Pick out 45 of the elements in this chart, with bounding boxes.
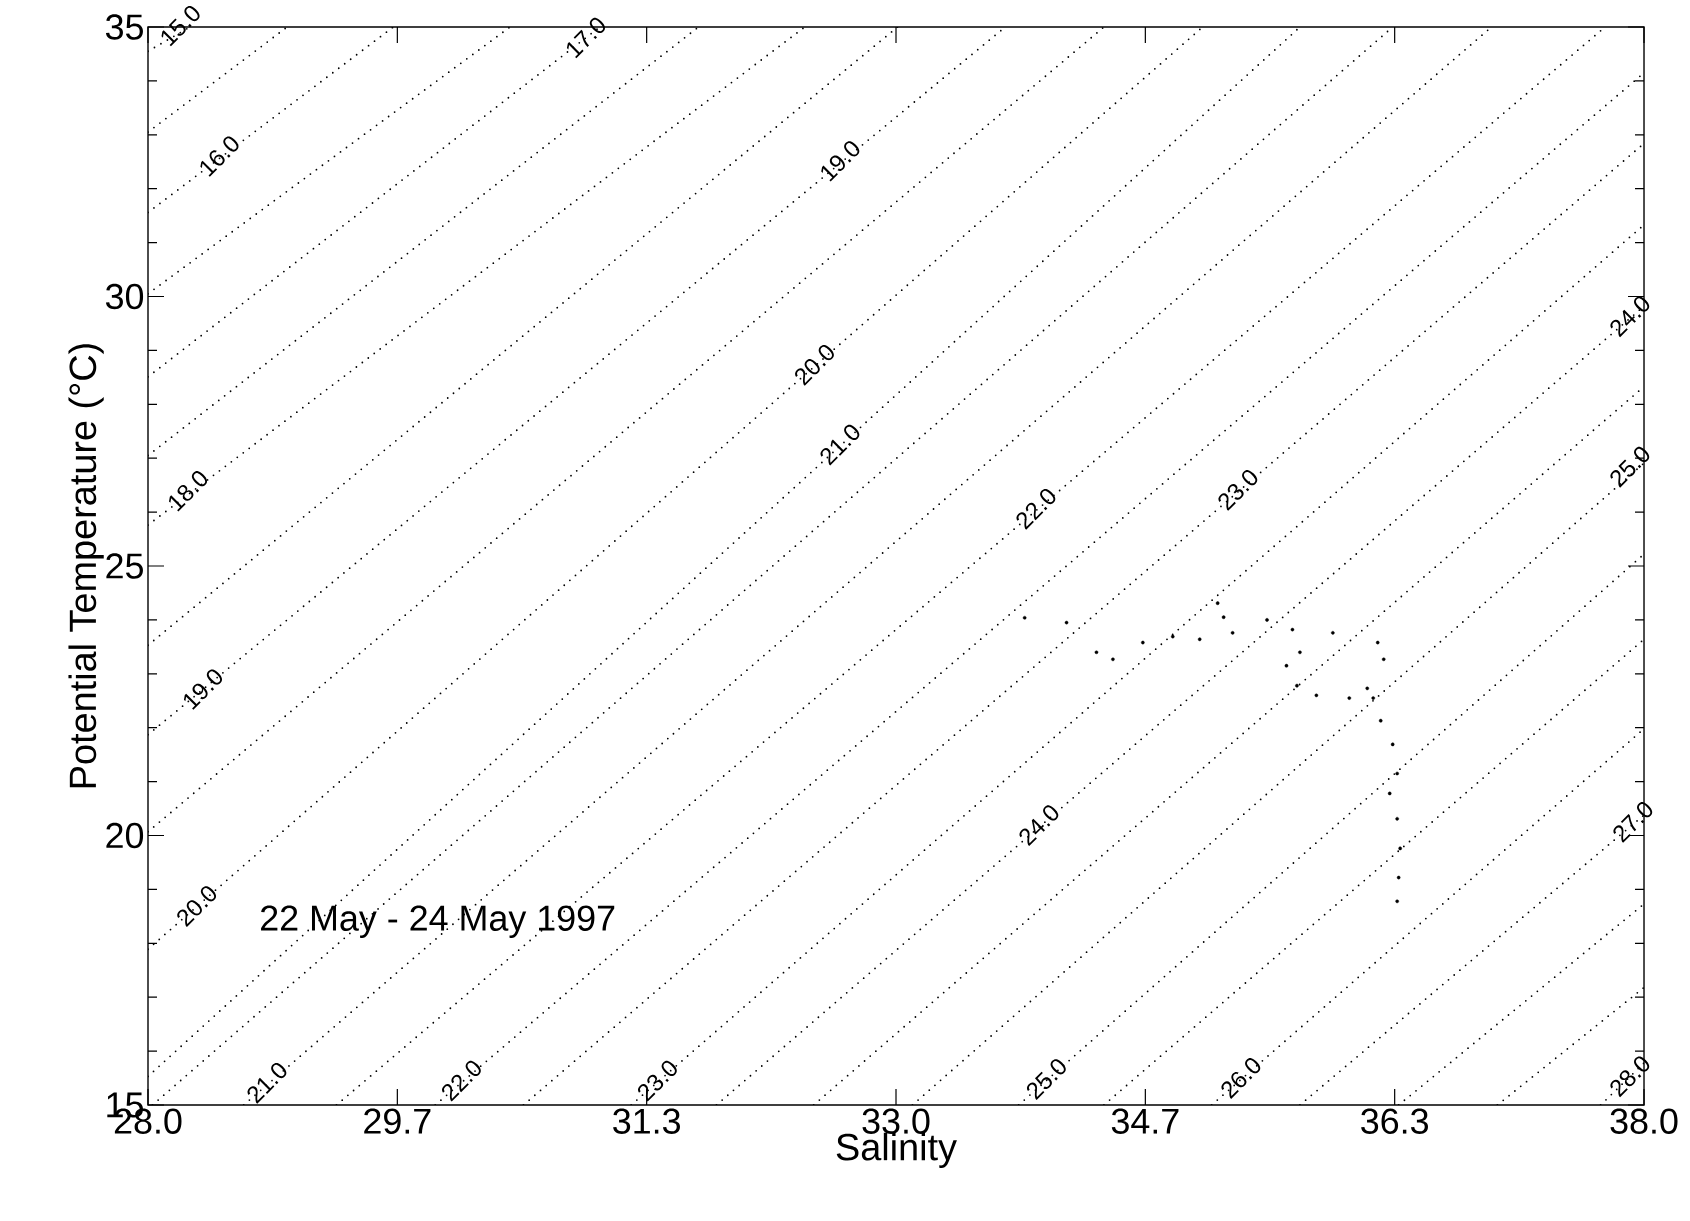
x-tick-label: 33.0	[862, 1108, 930, 1134]
point	[1141, 640, 1145, 645]
point	[1022, 615, 1027, 620]
x-tick-label: 38.0	[1610, 1108, 1678, 1134]
x-tick-label: 31.3	[613, 1108, 680, 1134]
point	[1378, 718, 1383, 723]
x-tick-label: 34.7	[1111, 1108, 1179, 1134]
annotation: 15.0	[161, 5, 200, 47]
point	[1265, 618, 1269, 622]
point	[1314, 693, 1319, 698]
y-axis-title: Potential Temperature (°C)	[68, 344, 104, 788]
y-tick-label: 35	[105, 14, 143, 40]
point	[1347, 696, 1352, 700]
point	[1197, 637, 1202, 642]
x-axis-title: Salinity	[836, 1132, 957, 1169]
point	[1094, 650, 1099, 655]
x-tick-label: 29.7	[364, 1108, 431, 1134]
point	[1284, 663, 1289, 668]
y-tick-label: 30	[105, 283, 144, 310]
point	[1395, 899, 1399, 904]
point	[1290, 627, 1295, 632]
point	[1331, 631, 1335, 635]
point	[1064, 620, 1069, 625]
point	[1398, 846, 1402, 851]
point	[1387, 791, 1392, 796]
point	[1365, 686, 1370, 691]
point	[1230, 631, 1235, 635]
point	[1295, 683, 1299, 688]
annotation: 24.0	[1610, 296, 1650, 338]
point	[1215, 601, 1220, 605]
point	[1395, 771, 1399, 776]
point	[1381, 657, 1386, 662]
point	[1395, 817, 1399, 821]
point	[1375, 640, 1380, 645]
point	[1170, 634, 1175, 639]
point	[1371, 696, 1376, 700]
point	[1390, 742, 1395, 747]
y-tick-label: 20	[106, 822, 144, 849]
point	[1221, 615, 1226, 619]
y-tick-label: 25	[106, 553, 143, 579]
annotation: 22 May - 24 May 1997	[261, 905, 615, 938]
point	[1111, 657, 1115, 662]
x-tick-label: 36.3	[1361, 1108, 1428, 1134]
point	[1396, 875, 1401, 880]
point	[1298, 650, 1302, 655]
